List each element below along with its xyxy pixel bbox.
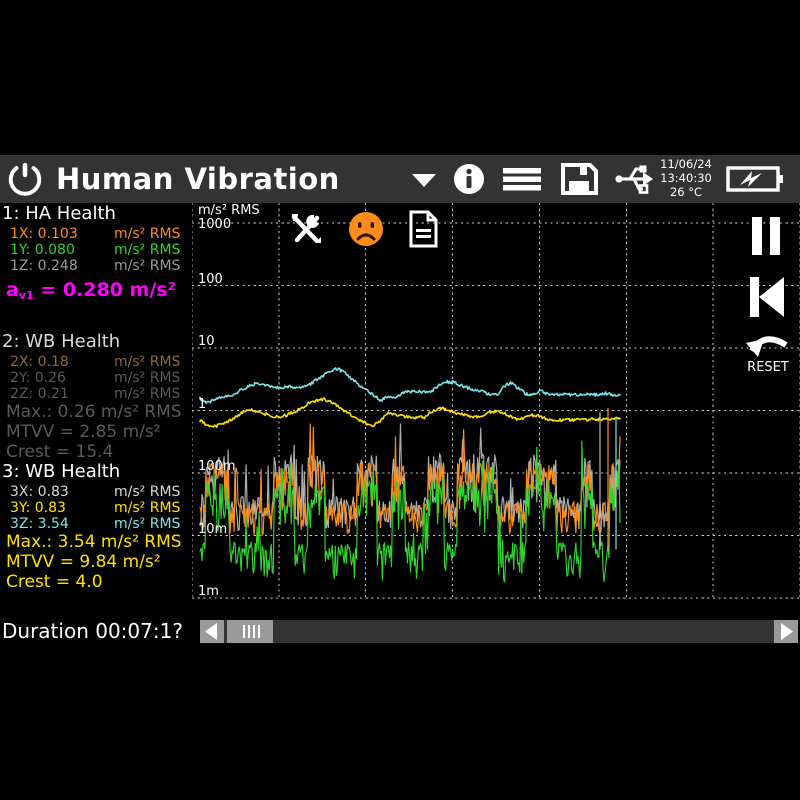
axis-row: 2X: 0.18 m/s² RMS xyxy=(0,354,192,370)
chevron-down-icon[interactable] xyxy=(402,155,446,203)
summary-crest: Crest = 15.4 xyxy=(6,442,114,462)
axis-unit: m/s² RMS xyxy=(114,258,181,274)
axis-unit: m/s² RMS xyxy=(114,370,181,386)
axis-row: 3Z: 3.54 m/s² RMS xyxy=(0,516,192,532)
skip-to-start-button[interactable] xyxy=(744,277,792,317)
device-screen: Human Vibration xyxy=(0,155,800,645)
axis-row: 1Y: 0.080 m/s² RMS xyxy=(0,242,192,258)
vibration-time-history-plot[interactable] xyxy=(192,203,800,613)
axis-row: 1Z: 0.248 m/s² RMS xyxy=(0,258,192,274)
pause-button[interactable] xyxy=(744,217,788,255)
axis-row: 2Y: 0.26 m/s² RMS xyxy=(0,370,192,386)
reset-label: RESET xyxy=(747,360,789,375)
y-tick-label: 1m xyxy=(198,584,219,599)
axis-unit: m/s² RMS xyxy=(114,500,181,516)
status-clock: 11/06/24 13:40:30 26 °C xyxy=(655,157,717,201)
axis-label: 3Y: 0.83 xyxy=(10,500,66,516)
axis-unit: m/s² RMS xyxy=(114,516,181,532)
measurement-group-3[interactable]: 3: WB Health 3X: 0.83 m/s² RMS 3Y: 0.83 … xyxy=(0,461,192,592)
y-tick-label: 1 xyxy=(198,396,207,412)
battery-charging-icon xyxy=(722,155,788,203)
av-symbol: a xyxy=(6,279,19,301)
axis-unit: m/s² RMS xyxy=(114,484,181,500)
axis-unit: m/s² RMS xyxy=(114,354,181,370)
axis-label: 1Z: 0.248 xyxy=(10,258,78,274)
y-tick-label: 100m xyxy=(198,459,236,474)
group-title: 1: HA Health xyxy=(2,203,116,224)
summary-max: Max.: 3.54 m/s² RMS xyxy=(6,532,182,552)
av-value: = 0.280 m/s² xyxy=(40,279,176,301)
axis-label: 2Z: 0.21 xyxy=(10,386,69,402)
usb-icon xyxy=(612,155,658,203)
axis-unit: m/s² RMS xyxy=(114,242,181,258)
status-temperature: 26 °C xyxy=(669,185,703,199)
axis-label: 1Y: 0.080 xyxy=(10,242,75,258)
floppy-disk-save-icon[interactable] xyxy=(556,155,602,203)
hamburger-menu-icon[interactable] xyxy=(498,155,546,203)
document-icon[interactable] xyxy=(408,210,438,248)
scroll-thumb[interactable] xyxy=(227,620,273,643)
group-title: 2: WB Health xyxy=(2,331,121,352)
group-title: 3: WB Health xyxy=(2,461,121,482)
summary-max: Max.: 0.26 m/s² RMS xyxy=(6,402,182,422)
axis-unit: m/s² RMS xyxy=(114,226,181,242)
summary-mtvv: MTVV = 9.84 m/s² xyxy=(6,552,161,572)
title-bar: Human Vibration xyxy=(0,155,800,203)
axis-row: 1X: 0.103 m/s² RMS xyxy=(0,226,192,242)
y-axis-unit-label: m/s² RMS xyxy=(198,203,260,218)
axis-row: 3Y: 0.83 m/s² RMS xyxy=(0,500,192,516)
page-title: Human Vibration xyxy=(56,162,340,196)
measurement-group-1[interactable]: 1: HA Health 1X: 0.103 m/s² RMS 1Y: 0.08… xyxy=(0,203,192,305)
axis-label: 1X: 0.103 xyxy=(10,226,78,242)
y-tick-label: 10m xyxy=(198,521,228,537)
status-date: 11/06/24 xyxy=(660,157,712,171)
sad-face-icon[interactable] xyxy=(348,211,384,247)
axis-unit: m/s² RMS xyxy=(114,386,181,402)
av-total-value: av1 = 0.280 m/s² xyxy=(6,278,192,305)
scroll-left-arrow-icon[interactable] xyxy=(200,620,224,643)
measurement-group-2[interactable]: 2: WB Health 2X: 0.18 m/s² RMS 2Y: 0.26 … xyxy=(0,331,192,462)
status-time: 13:40:30 xyxy=(660,171,712,185)
y-tick-label: 1000 xyxy=(198,217,232,232)
scroll-right-arrow-icon[interactable] xyxy=(774,620,798,643)
tools-wrench-screwdriver-icon[interactable] xyxy=(288,212,324,246)
bottom-bar: Duration 00:07:1? xyxy=(0,618,800,645)
axis-label: 3Z: 3.54 xyxy=(10,516,69,532)
axis-label: 3X: 0.83 xyxy=(10,484,69,500)
axis-row: 3X: 0.83 m/s² RMS xyxy=(0,484,192,500)
av-subscript: v1 xyxy=(18,289,34,302)
reset-undo-button[interactable] xyxy=(744,331,794,361)
power-icon[interactable] xyxy=(6,160,44,198)
duration-readout: Duration 00:07:1? xyxy=(2,619,183,643)
horizontal-scrollbar[interactable] xyxy=(200,620,798,643)
y-tick-label: 10 xyxy=(198,334,215,349)
info-icon[interactable] xyxy=(447,155,491,203)
chart-area[interactable]: m/s² RMS 1000 100 10 1 100m 10m 1m xyxy=(192,203,800,645)
axis-row: 2Z: 0.21 m/s² RMS xyxy=(0,386,192,402)
axis-label: 2Y: 0.26 xyxy=(10,370,66,386)
axis-label: 2X: 0.18 xyxy=(10,354,69,370)
summary-mtvv: MTVV = 2.85 m/s² xyxy=(6,422,161,442)
y-tick-label: 100 xyxy=(198,271,223,287)
measurement-readout-panel: 1: HA Health 1X: 0.103 m/s² RMS 1Y: 0.08… xyxy=(0,203,192,645)
summary-crest: Crest = 4.0 xyxy=(6,572,103,592)
